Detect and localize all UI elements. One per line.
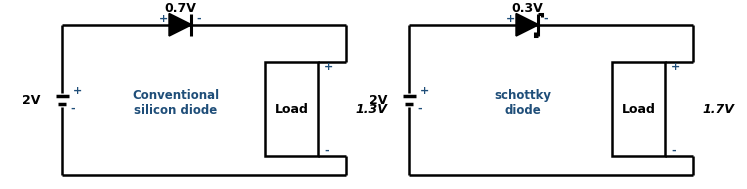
Text: Conventional
silicon diode: Conventional silicon diode [132, 89, 219, 117]
Polygon shape [516, 14, 539, 36]
Text: +: + [671, 62, 681, 72]
Text: +: + [158, 14, 168, 24]
Text: +: + [506, 14, 515, 24]
Text: +: + [324, 62, 333, 72]
Text: 0.3V: 0.3V [512, 2, 543, 15]
Text: 2V: 2V [370, 94, 388, 107]
Text: -: - [324, 146, 329, 156]
Text: -: - [671, 146, 675, 156]
Text: schottky
diode: schottky diode [494, 89, 551, 117]
Text: 0.7V: 0.7V [164, 2, 196, 15]
Text: 1.3V: 1.3V [356, 103, 388, 116]
Polygon shape [169, 14, 191, 36]
Text: -: - [543, 14, 548, 24]
Text: Load: Load [275, 103, 309, 116]
Text: -: - [196, 14, 201, 24]
Text: +: + [72, 86, 81, 96]
Text: Load: Load [622, 103, 656, 116]
Bar [265, 62, 318, 156]
Text: -: - [70, 104, 75, 114]
Text: 1.7V: 1.7V [703, 103, 734, 116]
Text: 2V: 2V [22, 94, 41, 107]
Bar [613, 62, 665, 156]
Text: -: - [417, 104, 421, 114]
Text: +: + [419, 86, 429, 96]
